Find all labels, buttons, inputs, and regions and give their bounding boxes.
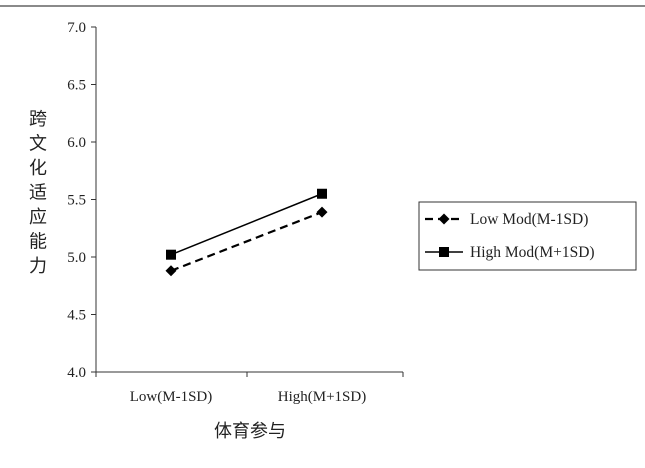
data-point: [317, 188, 327, 199]
series-line: [170, 193, 323, 256]
y-axis-ticks: 4.0 4.5 5.0 5.5 6.0 6.5 7.0: [67, 20, 96, 381]
y-tick-label: 7.0: [67, 20, 86, 36]
series-line: [170, 211, 323, 272]
y-tick-label: 5.0: [67, 250, 86, 266]
y-tick-label: 5.5: [67, 193, 86, 209]
data-point: [165, 265, 177, 277]
legend-box: [418, 201, 637, 271]
series-1: [165, 206, 328, 277]
data-point: [316, 206, 328, 218]
legend-item: High Mod(M+1SD): [425, 244, 595, 261]
y-tick-label: 6.5: [67, 78, 86, 94]
legend-label: Low Mod(M-1SD): [470, 211, 588, 228]
legend-marker: [438, 213, 450, 225]
y-tick-label: 6.0: [67, 135, 86, 151]
legend-marker: [439, 247, 449, 257]
y-tick-label: 4.0: [67, 365, 86, 381]
legend-label: High Mod(M+1SD): [470, 244, 595, 261]
x-tick-label: Low(M-1SD): [130, 389, 213, 405]
y-axis-title: 跨文化适应能力: [29, 109, 47, 277]
y-tick-label: 4.5: [67, 308, 86, 324]
series-2: [166, 188, 327, 260]
x-axis-ticks: Low(M-1SD) High(M+1SD): [95, 372, 404, 405]
legend: Low Mod(M-1SD) High Mod(M+1SD): [418, 201, 637, 271]
x-axis-title: 体育参与: [214, 421, 286, 442]
x-tick-label: High(M+1SD): [278, 389, 366, 405]
legend-item: Low Mod(M-1SD): [425, 211, 588, 228]
series-group: [165, 188, 328, 277]
data-point: [166, 249, 176, 260]
